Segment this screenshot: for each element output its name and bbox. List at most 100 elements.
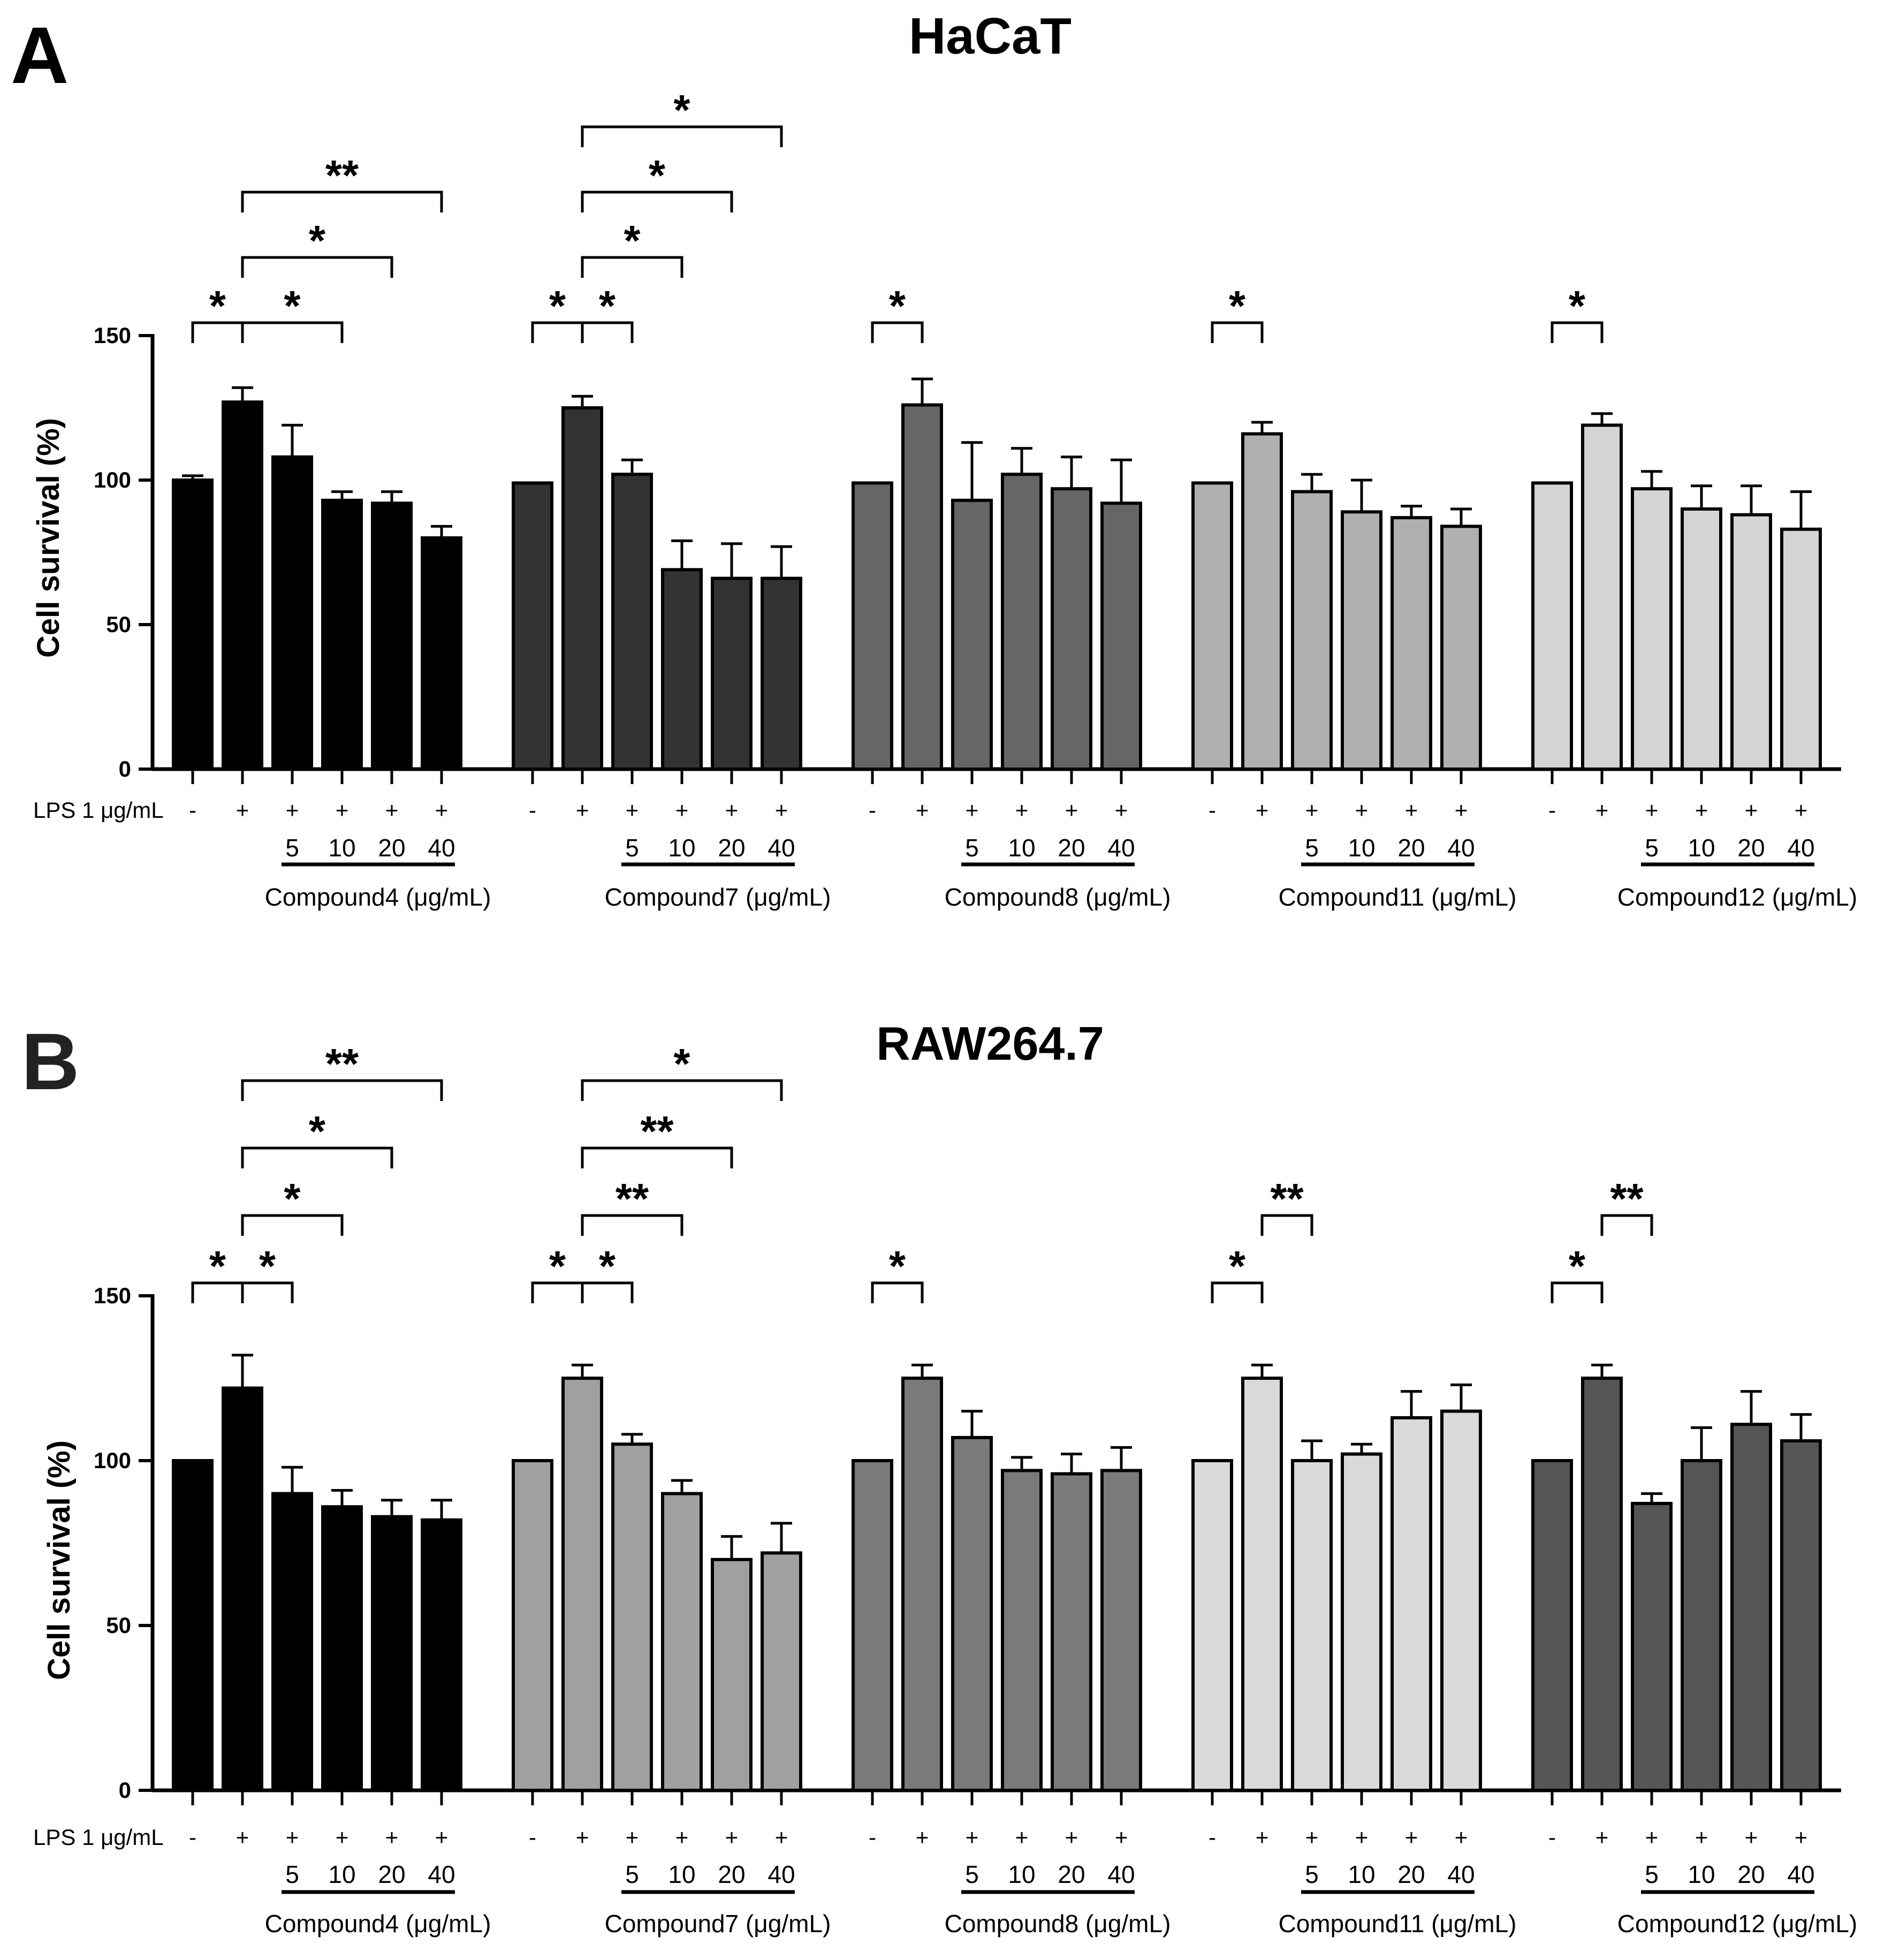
chart-a-bar (901, 403, 943, 771)
chart-a-compound-label: Compound11 (μg/mL) (1279, 883, 1517, 911)
chart-a-bar (852, 481, 893, 771)
chart-a-compound-label: Compound4 (μg/mL) (265, 883, 491, 911)
chart-a-bar (1241, 432, 1283, 771)
chart-a-concentration-label: 20 (1058, 834, 1085, 862)
chart-a-lps-sign: + (1645, 797, 1659, 823)
chart-b-concentration-label: 40 (1787, 1860, 1814, 1888)
chart-a-bar (761, 576, 802, 771)
chart-b-lps-sign: + (1305, 1825, 1319, 1850)
chart-a-y-tick-label: 0 (119, 756, 131, 781)
chart-b-bar (761, 1551, 802, 1792)
chart-b-bar (951, 1435, 993, 1792)
chart-a-lps-sign: - (1209, 797, 1216, 823)
chart-a-concentration-label: 40 (768, 834, 795, 862)
chart-b-lps-sign: - (869, 1825, 876, 1850)
chart-b-bar (711, 1558, 753, 1792)
chart-a-bar (1051, 487, 1092, 771)
chart-b-lps-sign: - (189, 1825, 196, 1850)
chart-a-significance-label: * (673, 86, 690, 134)
chart-b-bar (661, 1492, 703, 1792)
chart-a-y-tick-label: 50 (106, 612, 131, 637)
chart-a-significance-label: ** (325, 151, 359, 199)
chart-a-concentration-label: 10 (328, 834, 355, 862)
chart-a-bar (1780, 527, 1822, 771)
chart-a-concentration-label: 20 (378, 834, 405, 862)
chart-b-concentration-label: 10 (1688, 1860, 1715, 1888)
chart-b-significance-bracket (241, 1214, 344, 1236)
chart-a-significance-label: * (549, 282, 566, 330)
chart-b-lps-sign: + (626, 1825, 639, 1850)
chart-a-lps-sign: + (385, 797, 399, 823)
chart-b-lps-sign: + (435, 1825, 449, 1850)
chart-b-significance-bracket (241, 1146, 393, 1168)
chart-b-lps-sign: + (1015, 1825, 1029, 1850)
chart-b-bar (371, 1515, 413, 1792)
chart-b-bar (1631, 1502, 1673, 1792)
chart-b-significance-bracket (581, 1214, 683, 1236)
chart-b-bar (421, 1518, 462, 1792)
chart-b-concentration-label: 10 (1348, 1860, 1375, 1888)
chart-a-significance-label: * (624, 217, 641, 264)
chart-b-concentration-label: 20 (1058, 1860, 1085, 1888)
chart-a-ylabel: Cell survival (%) (31, 418, 66, 658)
chart-a-significance-label: * (599, 282, 616, 330)
chart-a-bar (1581, 423, 1623, 771)
chart-b-lps-sign: + (236, 1825, 249, 1850)
chart-a-concentration-label: 5 (625, 834, 639, 862)
chart-a-significance-bracket (581, 321, 634, 343)
chart-a-lps-sign: + (1745, 797, 1758, 823)
chart-b-bar (852, 1459, 893, 1792)
chart-b-bar (271, 1492, 313, 1792)
chart-b-lps-sign: + (1795, 1825, 1808, 1850)
chart-a-lps-sign: - (1548, 797, 1556, 823)
chart-b-compound-label: Compound4 (μg/mL) (265, 1910, 491, 1938)
chart-a-bar (1390, 516, 1432, 771)
chart-b-concentration-label: 20 (718, 1860, 745, 1888)
chart-b-lps-sign: + (336, 1825, 349, 1850)
chart-b-lps-sign: + (385, 1825, 399, 1850)
chart-a-lps-sign: + (966, 797, 979, 823)
chart-b-lps-sign: + (1595, 1825, 1609, 1850)
chart-b-bar (512, 1459, 553, 1792)
chart-b-lps-sign: + (1065, 1825, 1078, 1850)
chart-a-bar (321, 498, 363, 771)
chart-b-compound-label: Compound7 (μg/mL) (605, 1910, 831, 1938)
chart-a-concentration-label: 40 (1447, 834, 1475, 862)
chart-a-significance-label: * (889, 282, 906, 330)
panel-label-a: A (11, 10, 69, 100)
chart-a-lps-sign: + (1595, 797, 1609, 823)
chart-b-bar (1730, 1423, 1772, 1792)
chart-b-concentration-label: 5 (625, 1860, 639, 1888)
chart-b-concentration-label: 20 (1737, 1860, 1765, 1888)
chart-b-significance-bracket (1600, 1214, 1653, 1236)
chart-a-significance-label: * (1229, 282, 1246, 330)
chart-b-y-tick-label: 100 (94, 1448, 131, 1473)
chart-b-bar (611, 1442, 653, 1792)
chart-b-significance-bracket (241, 1079, 443, 1101)
chart-b-bar (1241, 1377, 1283, 1792)
chart-a-significance-bracket (1551, 321, 1604, 343)
chart-a-significance-bracket (241, 321, 344, 343)
chart-b-lps-sign: - (529, 1825, 536, 1850)
chart-a-bar (711, 576, 753, 771)
chart-b-significance-label: * (209, 1242, 226, 1290)
chart-b-lps-sign: + (966, 1825, 979, 1850)
chart-a-title: HaCaT (909, 7, 1072, 65)
chart-b-lps-sign: + (576, 1825, 589, 1850)
chart-a-bar (1100, 502, 1142, 771)
chart-a-lps-sign: - (869, 797, 876, 823)
chart-a-compound-label: Compound12 (μg/mL) (1617, 883, 1857, 911)
chart-b-concentration-label: 40 (768, 1860, 795, 1888)
chart-a-bar (1440, 525, 1482, 771)
chart-b-concentration-label: 5 (1645, 1860, 1659, 1888)
chart-a-significance-label: * (209, 282, 226, 330)
chart-b-y-tick-label: 0 (119, 1777, 131, 1803)
chart-b-bar (1581, 1377, 1623, 1792)
chart-b-lps-sign: + (1405, 1825, 1418, 1850)
chart-a-lps-sign: + (1015, 797, 1029, 823)
chart-b-significance-label: ** (1610, 1175, 1644, 1222)
chart-a-lps-sign: + (675, 797, 689, 823)
chart-b-significance-label: ** (325, 1040, 359, 1088)
chart-b-significance-label: * (599, 1242, 616, 1290)
